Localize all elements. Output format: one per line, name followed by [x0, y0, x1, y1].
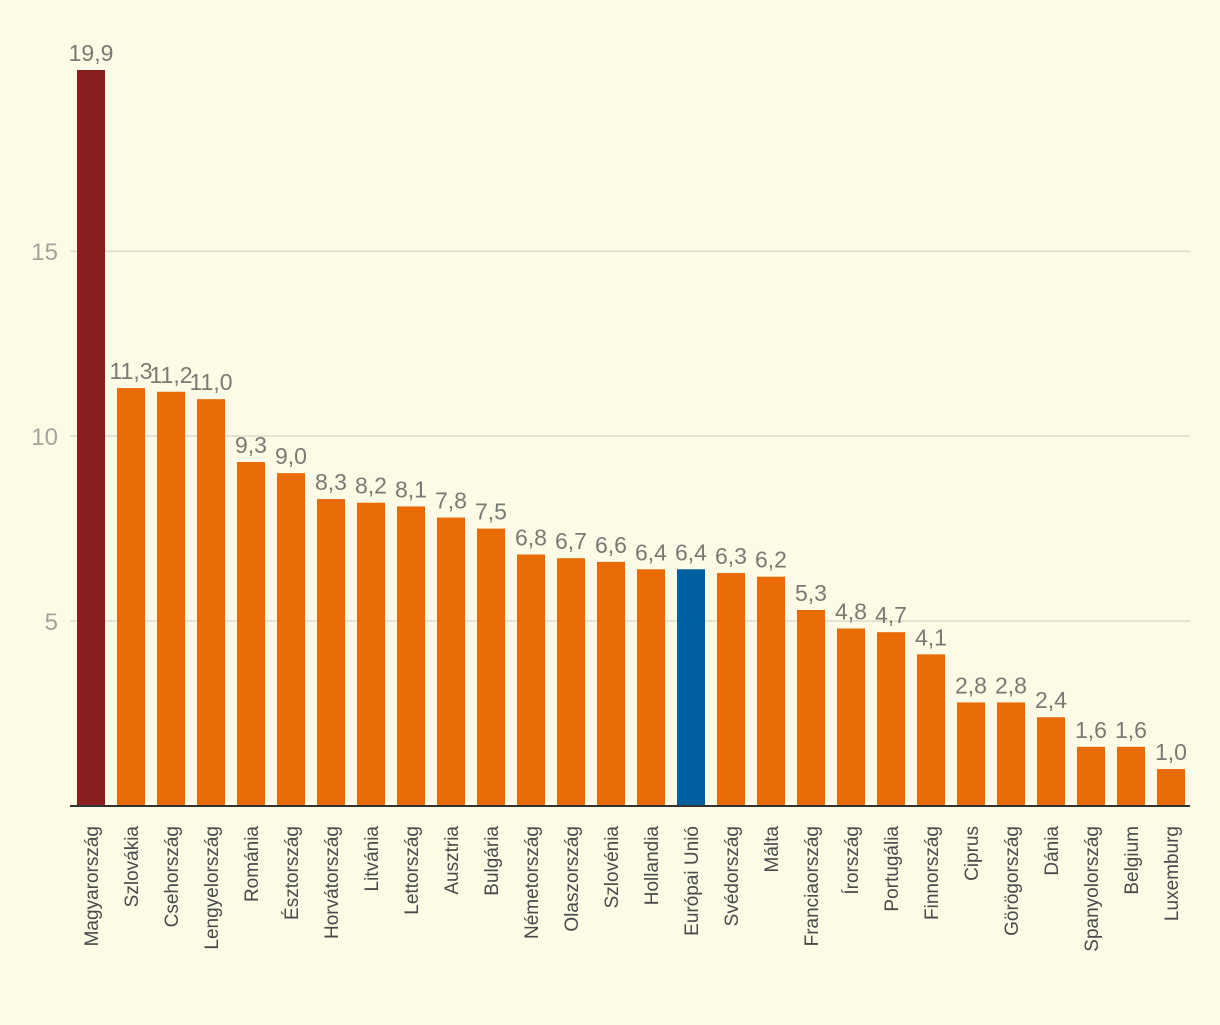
data-label: 6,6: [595, 532, 627, 558]
data-label: 4,8: [835, 598, 867, 624]
data-label: 1,0: [1155, 739, 1187, 765]
bar: [597, 561, 625, 806]
bar: [437, 517, 465, 806]
data-label: 19,9: [69, 40, 114, 66]
category-label: Románia: [242, 826, 263, 902]
bar: [957, 702, 985, 806]
data-label: 11,2: [149, 362, 192, 388]
category-label: Portugália: [882, 826, 903, 912]
category-label: Észtország: [282, 826, 303, 920]
data-label: 6,3: [715, 543, 747, 569]
category-label: Bulgária: [482, 826, 503, 896]
bar: [397, 506, 425, 806]
bar: [117, 388, 145, 806]
y-tick-label: 5: [45, 609, 58, 636]
data-label: 8,1: [395, 476, 427, 502]
bar: [717, 572, 745, 806]
data-label: 2,8: [955, 672, 987, 698]
data-label: 11,0: [189, 369, 232, 395]
data-label: 9,3: [235, 432, 267, 458]
category-label: Svédország: [722, 826, 743, 926]
category-label: Belgium: [1122, 826, 1143, 895]
data-label: 6,4: [635, 539, 667, 565]
category-label: Spanyolország: [1082, 826, 1103, 952]
bar: [837, 628, 865, 806]
category-label: Németország: [522, 826, 543, 939]
data-label: 1,6: [1075, 717, 1107, 743]
data-label: 7,5: [475, 499, 507, 525]
category-label: Olaszország: [562, 826, 583, 932]
bar: [1157, 769, 1185, 806]
bar: [277, 473, 305, 806]
category-label: Ausztria: [442, 826, 463, 895]
category-label: Szlovénia: [602, 826, 623, 909]
data-label: 2,4: [1035, 687, 1067, 713]
bar: [917, 654, 945, 806]
data-label: 11,3: [109, 358, 152, 384]
bar: [1077, 746, 1105, 806]
bar: [637, 569, 665, 806]
data-label: 6,2: [755, 547, 787, 573]
bar: [317, 499, 345, 806]
data-label: 5,3: [795, 580, 827, 606]
bar: [517, 554, 545, 806]
bar: [797, 609, 825, 806]
data-label: 6,4: [675, 539, 707, 565]
data-label: 1,6: [1115, 717, 1147, 743]
category-label: Lengyelország: [202, 826, 223, 950]
y-tick-label: 15: [31, 239, 58, 266]
bar: [1037, 717, 1065, 806]
data-label: 6,8: [515, 525, 547, 551]
category-label: Ciprus: [962, 826, 983, 881]
category-label: Málta: [762, 826, 783, 873]
data-label: 8,3: [315, 469, 347, 495]
category-label: Luxemburg: [1162, 826, 1183, 921]
bar: [757, 576, 785, 806]
bar: [1117, 746, 1145, 806]
bar: [237, 462, 265, 806]
category-label: Hollandia: [642, 826, 663, 906]
category-label: Görögország: [1002, 826, 1023, 936]
bar: [197, 399, 225, 806]
bar: [357, 502, 385, 806]
category-label: Szlovákia: [122, 826, 143, 908]
category-label: Finnország: [922, 826, 943, 920]
bar: [77, 70, 105, 806]
data-label: 4,1: [915, 624, 947, 650]
data-label: 2,8: [995, 672, 1027, 698]
data-label: 8,2: [355, 473, 387, 499]
category-label: Csehország: [162, 826, 183, 927]
bar: [477, 528, 505, 806]
category-label: Dánia: [1042, 826, 1063, 876]
category-label: Európai Unió: [682, 826, 703, 936]
category-label: Franciaország: [802, 826, 823, 946]
y-tick-label: 10: [31, 424, 58, 451]
bar: [677, 569, 705, 806]
bar: [997, 702, 1025, 806]
data-label: 4,7: [875, 602, 907, 628]
bar: [157, 391, 185, 806]
data-label: 9,0: [275, 443, 307, 469]
bar: [557, 558, 585, 806]
category-label: Litvánia: [362, 826, 383, 892]
category-label: Lettország: [402, 826, 423, 915]
bar: [877, 632, 905, 806]
category-label: Magyarország: [82, 826, 103, 946]
data-label: 6,7: [555, 528, 587, 554]
data-label: 7,8: [435, 488, 467, 514]
category-label: Horvátország: [322, 826, 343, 939]
category-label: Írország: [842, 826, 863, 895]
